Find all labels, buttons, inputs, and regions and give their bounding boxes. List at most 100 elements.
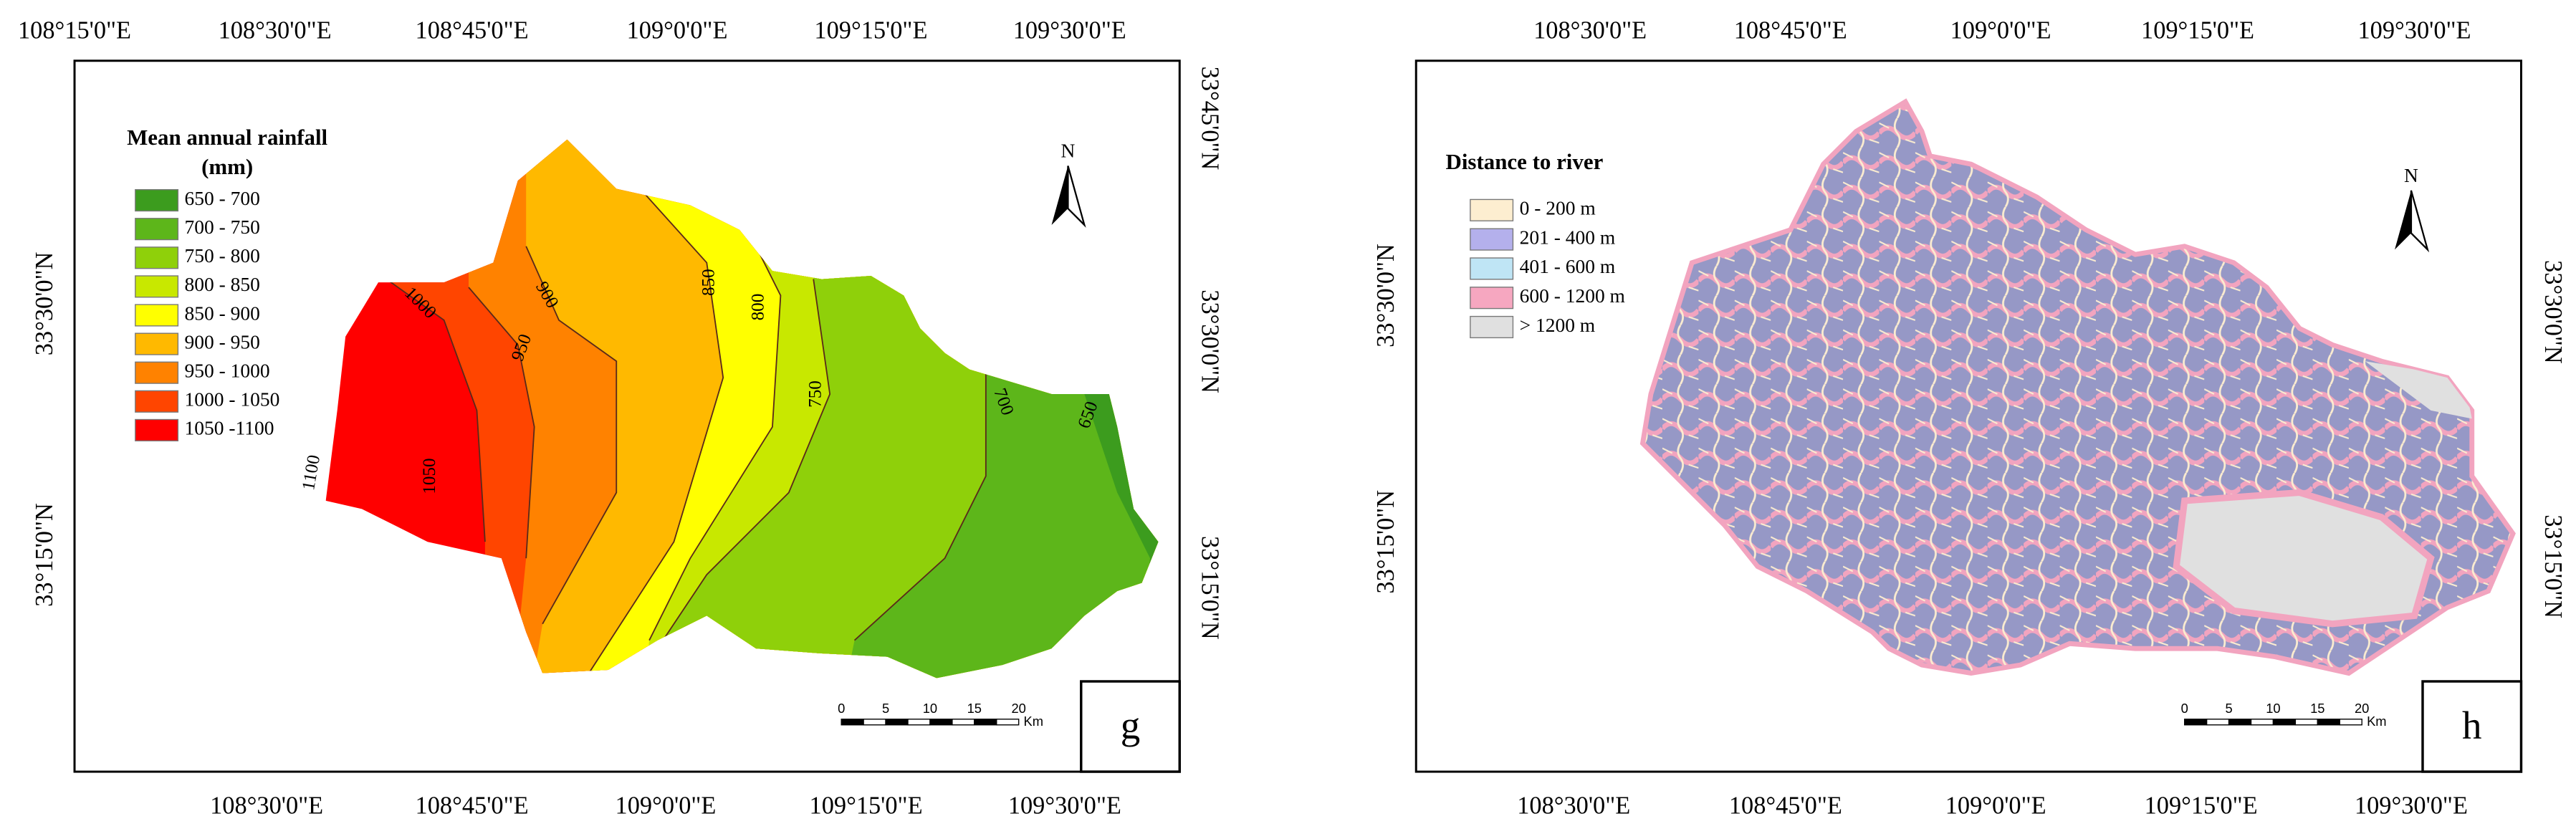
legend-swatch xyxy=(135,275,179,298)
longitude-label: 109°30'0"E xyxy=(2355,792,2468,819)
legend-label: 700 - 750 xyxy=(185,216,260,238)
north-label: N xyxy=(1060,140,1075,161)
scale-label: 10 xyxy=(2266,701,2280,716)
longitude-label: 109°0'0"E xyxy=(1950,17,2051,44)
longitude-label: 108°45'0"E xyxy=(1729,792,1842,819)
legend-title: Distance to river xyxy=(1445,149,1603,174)
longitude-label: 109°30'0"E xyxy=(1008,792,1121,819)
longitude-label: 108°30'0"E xyxy=(210,792,323,819)
longitude-label: 109°0'0"E xyxy=(616,792,717,819)
annotations: 108°15'0"E 108°30'0"E 108°45'0"E 109°0'0"E 1… xyxy=(18,17,2567,820)
longitude-label: 108°15'0"E xyxy=(18,17,131,44)
scale-label: 20 xyxy=(1011,701,1025,716)
scale-label: 0 xyxy=(2181,701,2188,716)
legend-label: 750 - 800 xyxy=(185,245,260,267)
scale-bar-segment xyxy=(2228,719,2252,726)
scale-bar-segment xyxy=(929,719,953,726)
legend-swatch xyxy=(135,361,179,384)
map-frame xyxy=(1414,59,2522,773)
river-distance-map xyxy=(1642,102,2513,673)
north-arrow xyxy=(1051,166,1068,225)
panel-label-box xyxy=(2421,680,2523,773)
latitude-label: 33°30'0"N xyxy=(1372,244,1399,347)
longitude-label: 109°15'0"E xyxy=(810,792,923,819)
legend-subtitle: (mm) xyxy=(201,154,253,179)
latitude-label: 33°15'0"N xyxy=(1196,536,1223,640)
latitude-label: 33°30'0"N xyxy=(31,251,58,355)
contour-label: 750 xyxy=(806,380,825,408)
legend-label: 850 - 900 xyxy=(185,302,260,324)
panel-label: h xyxy=(2462,704,2481,747)
latitude-label: 33°30'0"N xyxy=(2539,260,2567,364)
legend-swatch xyxy=(135,332,179,355)
scale-bar-segment xyxy=(974,719,997,726)
scale-label: 5 xyxy=(882,701,889,716)
legend-label: > 1200 m xyxy=(1520,315,1596,336)
map-frame xyxy=(73,59,1181,773)
scale-bar-segment xyxy=(885,719,909,726)
scale-bar-segment xyxy=(996,719,1020,726)
scale-bar-segment xyxy=(841,719,864,726)
longitude-label: 108°45'0"E xyxy=(416,17,529,44)
legend-swatch xyxy=(135,418,179,441)
latitude-label: 33°30'0"N xyxy=(1196,289,1223,393)
longitude-label: 109°0'0"E xyxy=(1945,792,2046,819)
legend-label: 650 - 700 xyxy=(185,188,260,209)
scale-bar-segment xyxy=(2339,719,2362,726)
scale-label: 10 xyxy=(923,701,937,716)
scale-label: 15 xyxy=(2310,701,2324,716)
scale-bar-segment xyxy=(952,719,975,726)
contour-label: 800 xyxy=(748,294,767,321)
legend-label: 0 - 200 m xyxy=(1520,198,1596,219)
scale-bar-segment xyxy=(907,719,931,726)
scale-unit: Km xyxy=(1024,714,1044,729)
longitude-label: 109°15'0"E xyxy=(814,17,927,44)
scale-bar-segment xyxy=(2250,719,2274,726)
legend-swatch xyxy=(135,390,179,413)
panel-label: g xyxy=(1121,704,1141,747)
scale-label: 0 xyxy=(838,701,845,716)
longitude-label: 109°30'0"E xyxy=(2358,17,2471,44)
north-arrow xyxy=(1067,166,1086,228)
latitude-label: 33°15'0"N xyxy=(31,503,58,607)
north-label: N xyxy=(2404,165,2418,186)
latitude-label: 33°15'0"N xyxy=(2539,514,2567,618)
longitude-label: 108°45'0"E xyxy=(416,792,529,819)
legend-title: Mean annual rainfall xyxy=(127,125,327,150)
longitude-label: 108°30'0"E xyxy=(1517,792,1630,819)
legend-swatch xyxy=(1470,198,1514,221)
scale-bar-segment xyxy=(2184,719,2208,726)
legend-label: 800 - 850 xyxy=(185,274,260,295)
longitude-label: 109°15'0"E xyxy=(2145,792,2258,819)
scale-bar-segment xyxy=(2294,719,2319,726)
legend-label: 401 - 600 m xyxy=(1520,256,1616,277)
longitude-label: 109°15'0"E xyxy=(2141,17,2254,44)
legend-swatch xyxy=(1470,287,1514,310)
legend-swatch xyxy=(1470,228,1514,251)
scale-label: 20 xyxy=(2355,701,2369,716)
latitude-label: 33°15'0"N xyxy=(1372,490,1399,594)
longitude-label: 108°45'0"E xyxy=(1734,17,1847,44)
contour-label: 1050 xyxy=(420,458,439,494)
legend-label: 1000 - 1050 xyxy=(185,389,280,411)
legend-label: 1050 -1100 xyxy=(185,418,274,439)
scale-bar-segment xyxy=(2272,719,2297,726)
legend-swatch xyxy=(135,188,179,212)
legend-label: 900 - 950 xyxy=(185,331,260,353)
scale-unit: Km xyxy=(2367,714,2386,729)
contour-label: 850 xyxy=(699,269,719,296)
north-arrow xyxy=(2395,190,2411,250)
legend-swatch xyxy=(135,218,179,241)
latitude-label: 33°45'0"N xyxy=(1196,67,1223,171)
scale-bar-segment xyxy=(2317,719,2340,726)
north-arrow xyxy=(2410,190,2430,253)
scale-bar-segment xyxy=(863,719,886,726)
legend-label: 950 - 1000 xyxy=(185,360,270,382)
legend-swatch xyxy=(1470,315,1514,339)
longitude-label: 109°0'0"E xyxy=(627,17,728,44)
legend-swatch xyxy=(1470,257,1514,280)
scale-label: 15 xyxy=(967,701,982,716)
legend-swatch xyxy=(135,304,179,327)
legend-label: 201 - 400 m xyxy=(1520,226,1616,248)
